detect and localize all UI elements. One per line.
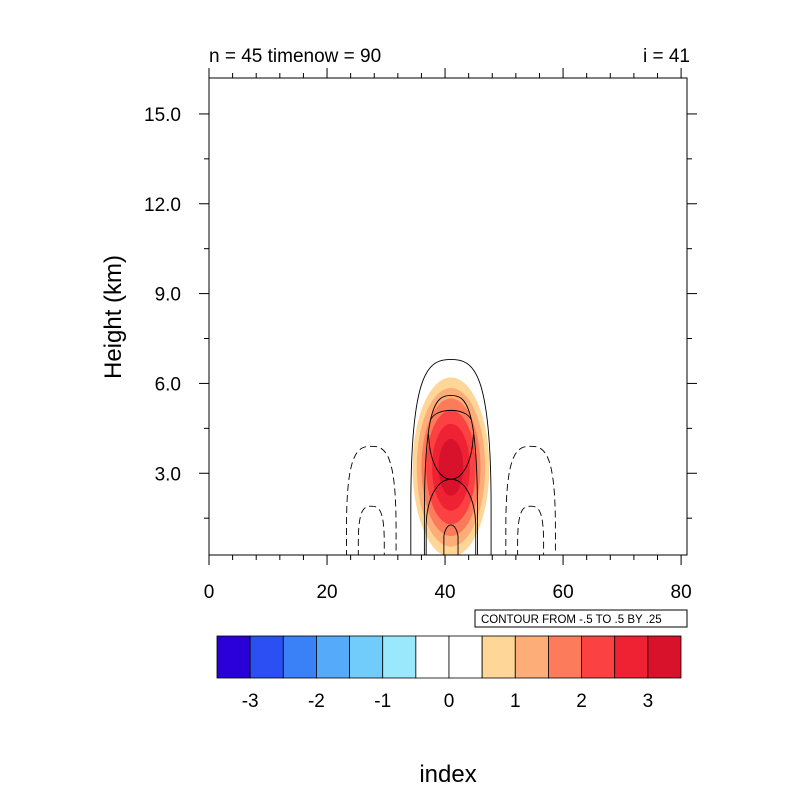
plot-frame [208,77,688,556]
contour-info-text: CONTOUR FROM -.5 TO .5 BY .25 [481,614,662,626]
colorbar-box [382,635,417,679]
colorbar-label: 3 [643,691,654,712]
y-tick-label: 6.0 [155,374,181,395]
x-tick-label: 80 [671,582,692,603]
solid-contour-inner-c [443,524,459,555]
colorbar-label: -1 [374,691,391,712]
x-tick-label: 40 [434,582,455,603]
colorbar-box [514,635,549,679]
colorbar-box [581,635,616,679]
title-right: i = 41 [643,46,690,67]
colorbar-box [481,635,516,679]
colorbar-label: -3 [242,691,259,712]
solid-contour-1 [423,394,478,555]
colorbar-box [216,635,251,679]
colorbar: -3 -2 -1 0 1 2 3 [216,635,682,712]
y-tick-label: 15.0 [144,105,181,126]
axis-ticks [199,68,697,565]
x-tick-label: 0 [204,582,215,603]
colorbar-label: -2 [308,691,325,712]
dashed-contour-3 [517,505,545,555]
dashed-contour-0 [346,445,397,555]
colorbar-label: 0 [444,691,455,712]
solid-contour-inner-b [425,479,477,555]
x-tick-label: 20 [316,582,337,603]
colorbar-box [282,635,317,679]
colorbar-box [349,635,384,679]
title-left: n = 45 timenow = 90 [209,46,381,67]
solid-contour-0 [410,359,492,555]
y-axis-label: Height (km) [100,255,127,379]
dashed-contour-1 [505,445,556,555]
y-tick-label: 12.0 [144,195,181,216]
colorbar-box [415,635,450,679]
axis-tick-labels: 0 20 40 60 80 3.0 6.0 9.0 12.0 15.0 [144,105,692,603]
colorbar-box [316,635,350,679]
x-tick-label: 60 [553,582,574,603]
y-tick-label: 3.0 [155,464,181,485]
colorbar-box [548,635,582,679]
colorbar-box [614,635,649,679]
colorbar-box [647,635,682,679]
filled-contour-level-3 [438,438,464,496]
dashed-contour-2 [357,505,385,555]
y-tick-label: 9.0 [155,285,181,306]
plot-area [208,77,688,556]
colorbar-box [249,635,284,679]
plot-content [346,359,556,555]
colorbar-label: 1 [510,691,521,712]
colorbar-label: 2 [576,691,587,712]
colorbar-box [448,635,483,679]
solid-contour-inner-d [430,409,472,420]
contour-info-box [474,609,688,628]
x-axis-label: index [419,761,476,788]
